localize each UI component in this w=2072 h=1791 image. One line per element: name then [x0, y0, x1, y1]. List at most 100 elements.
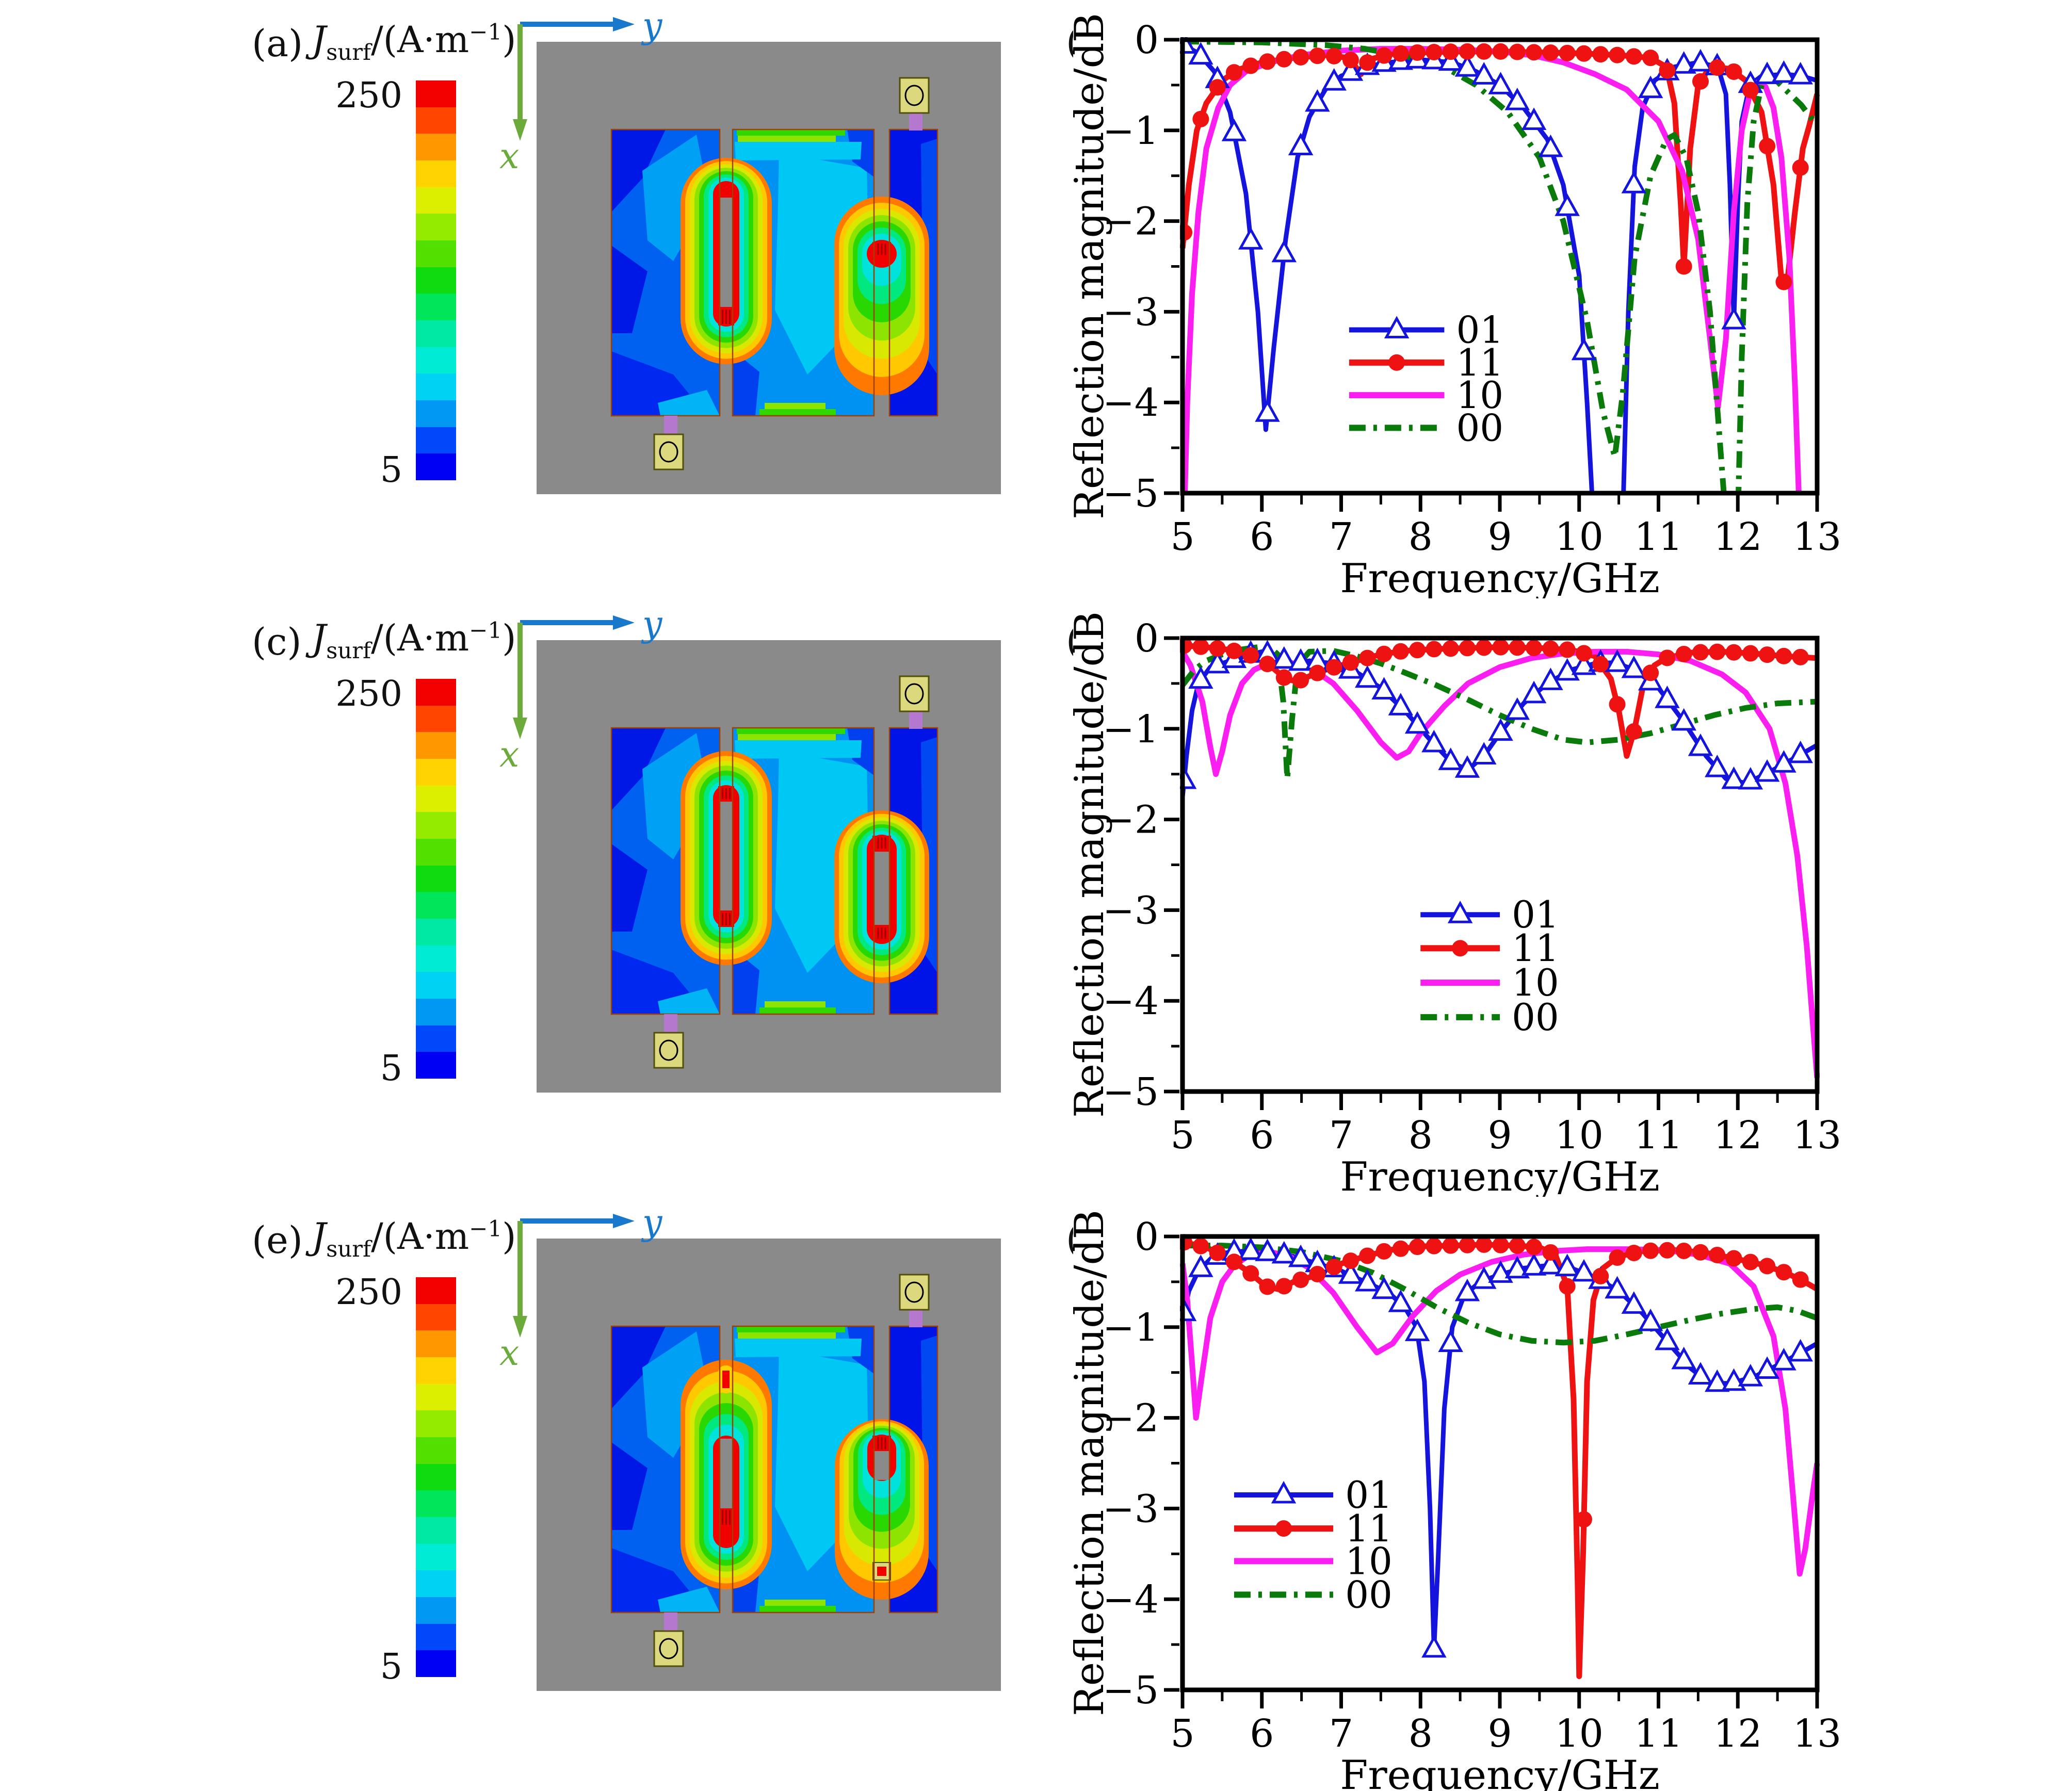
- triangle-marker: [1504, 87, 1530, 110]
- colorbar-band: [416, 839, 456, 866]
- port-connector-bottom: [653, 433, 684, 470]
- jsurf-symbol: J: [312, 1215, 327, 1258]
- circle-marker: [1625, 48, 1642, 65]
- port-pin-top: [904, 1281, 924, 1303]
- circle-marker: [1209, 79, 1226, 96]
- current-contour: [765, 1001, 825, 1007]
- svg-text:5: 5: [1170, 515, 1194, 559]
- markers-01: [1171, 1237, 1813, 1658]
- plot-mask: [1073, 1197, 1180, 1791]
- triangle-marker: [1605, 1276, 1630, 1299]
- colorbar-band: [416, 240, 456, 267]
- port-pin-bottom: [659, 441, 678, 463]
- triangle-marker: [1438, 747, 1463, 770]
- plot-mask: [1073, 1093, 1863, 1197]
- circle-marker: [1759, 1258, 1776, 1275]
- circle-marker: [1742, 1253, 1759, 1271]
- circle-marker: [1409, 642, 1426, 659]
- svg-text:9: 9: [1487, 1712, 1512, 1756]
- triangle-marker: [1621, 655, 1647, 678]
- panel-label-a: (a): [252, 22, 303, 65]
- colorbar-band: [416, 1410, 456, 1438]
- triangle-marker: [1671, 708, 1696, 731]
- circle-marker: [1642, 1242, 1659, 1259]
- svg-text:7: 7: [1329, 515, 1353, 559]
- circle-marker: [1509, 639, 1526, 656]
- triangle-marker: [1438, 48, 1463, 71]
- colorbar-band: [416, 160, 456, 187]
- colorbar-band: [416, 1052, 456, 1079]
- unit-close: ): [502, 617, 516, 659]
- patch-outline: [732, 128, 875, 417]
- jsurf-subscript: surf: [326, 40, 371, 66]
- triangle-marker: [1571, 1259, 1597, 1282]
- triangle-marker: [1521, 1253, 1547, 1276]
- circle-marker: [1575, 1511, 1592, 1528]
- colorbar-band: [416, 400, 456, 427]
- circle-marker: [1375, 47, 1393, 64]
- circle-marker: [1542, 640, 1559, 657]
- via-top: [909, 710, 922, 729]
- colorbar-band: [416, 732, 456, 759]
- svg-text:5: 5: [1170, 1113, 1194, 1158]
- svg-text:13: 13: [1793, 1113, 1841, 1158]
- circle-marker: [1526, 1239, 1543, 1256]
- colorbar-band: [416, 1304, 456, 1331]
- colorbar-band: [416, 1025, 456, 1052]
- circle-marker: [1192, 638, 1209, 655]
- triangle-marker: [1754, 1356, 1780, 1379]
- chart-f: 5 6 7 8 9 10 11 12 13 0 −1 −2 −3 −4 −5 Frequency/GHz Ref…: [1066, 1197, 1863, 1791]
- colorbar-band: [416, 107, 456, 134]
- x-axis-title: Frequency/GHz: [1340, 1154, 1660, 1197]
- triangle-marker: [1271, 1480, 1297, 1504]
- circle-marker: [1742, 645, 1759, 662]
- svg-text:12: 12: [1713, 515, 1762, 559]
- series-00: [1182, 39, 1820, 524]
- circle-marker: [1759, 646, 1776, 663]
- circle-marker: [1675, 258, 1692, 275]
- legend-label-01: 01: [1512, 893, 1559, 936]
- svg-text:12: 12: [1713, 1113, 1762, 1158]
- triangle-marker: [1238, 227, 1264, 250]
- current-contour: [611, 1442, 648, 1530]
- circle-marker: [1742, 82, 1759, 99]
- series-11: [1181, 1239, 1819, 1680]
- circle-marker: [1692, 73, 1709, 90]
- svg-text:11: 11: [1634, 515, 1682, 559]
- plot-mask: [1820, 0, 1863, 598]
- triangle-marker: [1788, 61, 1813, 85]
- circle-marker: [1709, 59, 1726, 76]
- current-contour: [737, 728, 845, 734]
- x-arrow-head: [513, 119, 527, 141]
- current-contour: [737, 129, 845, 136]
- circle-marker: [1692, 1244, 1709, 1261]
- circle-marker: [1709, 1246, 1726, 1263]
- circle-marker: [1675, 645, 1692, 662]
- circle-marker: [1659, 649, 1676, 666]
- circle-marker: [1375, 645, 1393, 662]
- circle-marker: [1609, 1249, 1626, 1266]
- x-arrow-label: x: [499, 1333, 519, 1374]
- svg-text:−4: −4: [1103, 381, 1159, 425]
- colorbar-band: [416, 214, 456, 241]
- svg-text:9: 9: [1487, 1113, 1512, 1158]
- colorbar-band: [416, 1463, 456, 1491]
- axis-tick-labels: 5 6 7 8 9 10 11 12 130−1−2−3−4−5: [1103, 616, 1841, 1158]
- colorbar-band: [416, 1383, 456, 1411]
- triangle-marker: [1688, 733, 1713, 756]
- circle-marker: [1526, 44, 1543, 61]
- circle-marker: [1659, 1242, 1676, 1259]
- svg-text:−4: −4: [1103, 1577, 1159, 1622]
- triangle-marker: [1504, 1256, 1530, 1279]
- triangle-marker: [1705, 755, 1730, 777]
- svg-text:−3: −3: [1103, 1487, 1159, 1531]
- current-contour: [658, 988, 720, 1014]
- circle-marker: [1375, 1243, 1393, 1260]
- circle-marker: [1225, 1253, 1242, 1271]
- triangle-marker: [1738, 1363, 1763, 1387]
- legend-label-01: 01: [1345, 1473, 1393, 1517]
- plot-frame: [1180, 1234, 1820, 1692]
- circle-marker: [1275, 1278, 1292, 1295]
